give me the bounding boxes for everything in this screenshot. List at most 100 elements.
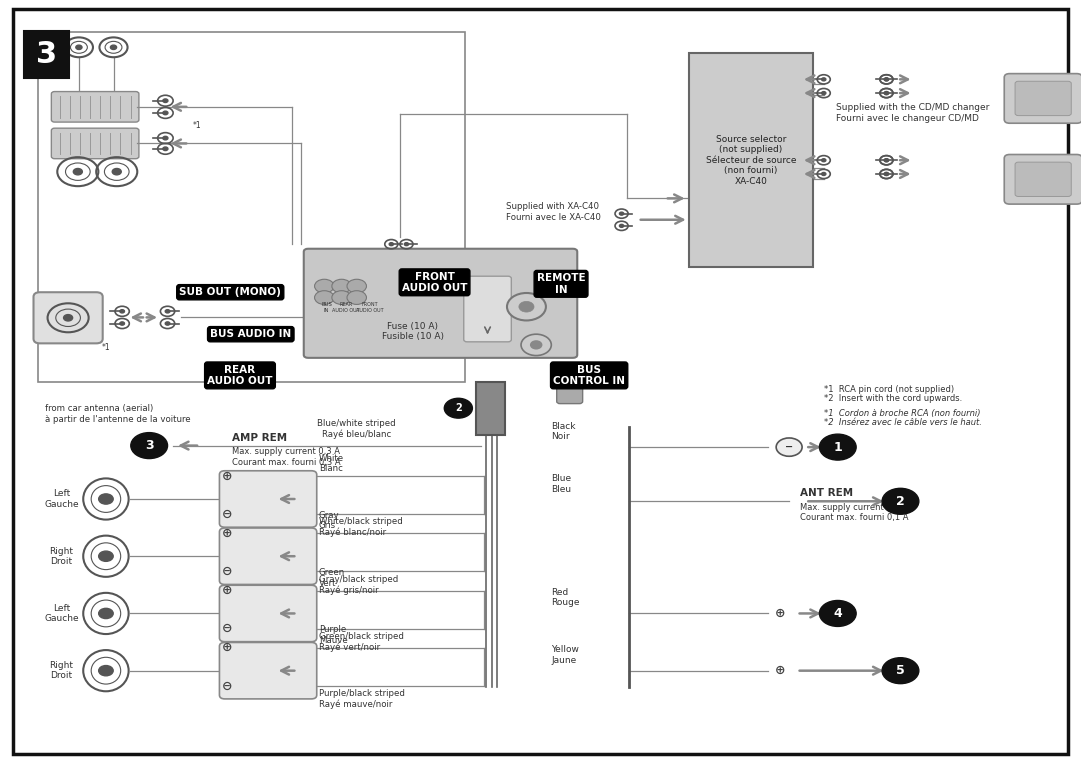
Text: Blue/white striped
Rayé bleu/blanc: Blue/white striped Rayé bleu/blanc [318,420,396,439]
FancyBboxPatch shape [464,276,511,342]
Circle shape [120,310,124,313]
Circle shape [884,92,889,95]
Text: Left
Gauche: Left Gauche [44,604,79,623]
Text: BUS AUDIO IN: BUS AUDIO IN [210,329,292,340]
Text: Gray
Gris: Gray Gris [319,511,339,530]
Text: ⊕: ⊕ [222,641,232,655]
Text: AMP REM: AMP REM [232,433,288,443]
Text: 1: 1 [833,440,842,454]
FancyBboxPatch shape [219,585,317,642]
Text: Black
Noir: Black Noir [551,422,576,441]
Text: REAR
AUDIO OUT: REAR AUDIO OUT [208,365,272,386]
Circle shape [884,92,889,95]
Circle shape [389,243,393,246]
Text: ⊕: ⊕ [222,584,232,597]
FancyBboxPatch shape [1004,154,1081,204]
Text: *2  Insérez avec le câble vers le haut.: *2 Insérez avec le câble vers le haut. [824,418,982,427]
Circle shape [444,398,472,418]
Circle shape [822,78,826,81]
Circle shape [347,279,366,293]
Circle shape [332,291,351,304]
Circle shape [98,665,114,676]
Text: ⊕: ⊕ [222,469,232,483]
Text: Right
Droit: Right Droit [50,546,74,566]
FancyBboxPatch shape [219,471,317,527]
Bar [38,32,465,382]
Text: *1  Cordon à broche RCA (non fourni): *1 Cordon à broche RCA (non fourni) [824,409,980,418]
Text: Left
Gauche: Left Gauche [44,489,79,509]
FancyBboxPatch shape [304,249,577,358]
Circle shape [315,291,334,304]
Text: 3: 3 [145,439,154,452]
Text: ⊖: ⊖ [222,622,232,636]
Bar [689,53,813,267]
Text: 2: 2 [896,494,905,508]
Circle shape [884,172,889,175]
Circle shape [120,322,124,325]
Circle shape [165,322,170,325]
Circle shape [112,169,121,175]
Circle shape [98,494,114,504]
FancyBboxPatch shape [219,642,317,699]
Circle shape [776,438,802,456]
Text: SUB OUT (MONO): SUB OUT (MONO) [179,287,281,298]
Text: ⊖: ⊖ [222,565,232,578]
Text: *1: *1 [192,121,201,130]
Text: FRONT
AUDIO OUT: FRONT AUDIO OUT [356,302,384,313]
Text: *1  RCA pin cord (not supplied): *1 RCA pin cord (not supplied) [824,385,953,394]
Circle shape [98,551,114,562]
Circle shape [110,45,117,50]
Circle shape [163,111,168,114]
Circle shape [347,291,366,304]
Text: Gray/black striped
Rayé gris/noir: Gray/black striped Rayé gris/noir [319,575,398,594]
Text: Supplied with XA-C40
Fourni avec le XA-C40: Supplied with XA-C40 Fourni avec le XA-C… [506,202,601,221]
Circle shape [165,310,170,313]
Text: Right
Droit: Right Droit [50,661,74,681]
Bar [476,382,505,435]
Circle shape [404,243,409,246]
Text: REAR
AUDIO OUT: REAR AUDIO OUT [332,302,360,313]
Text: BUS
IN: BUS IN [321,302,332,313]
Text: *1: *1 [102,343,110,352]
Text: Max. supply current 0,1 A
Courant max. fourni 0,1 A: Max. supply current 0,1 A Courant max. f… [800,503,908,522]
Text: ANT REM: ANT REM [800,488,853,498]
Circle shape [131,433,168,459]
Circle shape [619,224,624,227]
FancyBboxPatch shape [52,128,138,159]
Text: Yellow
Jaune: Yellow Jaune [551,645,579,665]
Circle shape [884,78,889,81]
FancyBboxPatch shape [1015,82,1071,116]
Circle shape [884,78,889,81]
Circle shape [163,99,168,102]
Text: 2: 2 [455,403,462,414]
Circle shape [76,45,82,50]
Text: ⊖: ⊖ [222,507,232,521]
Circle shape [74,169,82,175]
FancyBboxPatch shape [34,292,103,343]
Text: BUS
CONTROL IN: BUS CONTROL IN [553,365,625,386]
Circle shape [822,92,826,95]
Circle shape [882,658,919,684]
Text: *2  Insert with the cord upwards.: *2 Insert with the cord upwards. [824,394,962,403]
Text: 5: 5 [896,664,905,678]
FancyBboxPatch shape [1015,163,1071,197]
Text: Max. supply current 0,3 A
Courant max. fourni 0,3 A: Max. supply current 0,3 A Courant max. f… [232,447,341,466]
Circle shape [315,279,334,293]
Text: Purple
Mauve: Purple Mauve [319,626,348,645]
Text: Green/black striped
Rayé vert/noir: Green/black striped Rayé vert/noir [319,632,404,652]
Circle shape [822,172,826,175]
Circle shape [163,137,168,140]
Text: Fuse (10 A)
Fusible (10 A): Fuse (10 A) Fusible (10 A) [382,322,444,341]
Circle shape [819,434,856,460]
Text: Blue
Bleu: Blue Bleu [551,475,572,494]
Circle shape [531,341,542,349]
Circle shape [882,488,919,514]
Text: ⊕: ⊕ [775,607,786,620]
FancyBboxPatch shape [52,92,138,122]
Text: 3: 3 [36,40,57,69]
Text: White/black striped
Rayé blanc/noir: White/black striped Rayé blanc/noir [319,517,402,537]
Text: ⊕: ⊕ [775,664,786,678]
Circle shape [884,159,889,162]
FancyBboxPatch shape [1004,74,1081,124]
Circle shape [819,600,856,626]
